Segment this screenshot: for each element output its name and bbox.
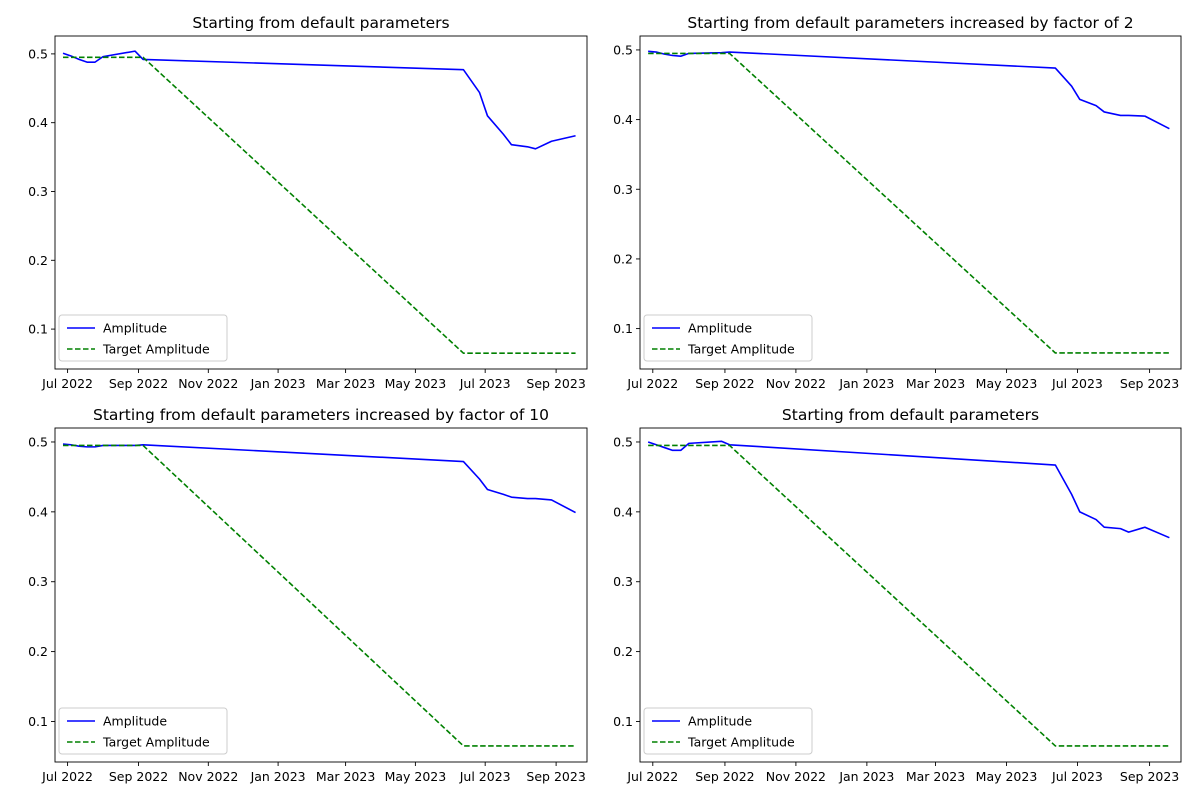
legend: Amplitude Target Amplitude <box>643 707 813 755</box>
x-tick-label: Sep 2022 <box>109 376 168 391</box>
y-tick-label: 0.3 <box>28 184 48 199</box>
axes-frame <box>54 427 588 763</box>
x-tick-label: May 2023 <box>385 376 447 391</box>
y-tick-label: 0.4 <box>613 504 633 519</box>
x-tick-label: Jul 2022 <box>626 376 678 391</box>
x-tick-label: Nov 2022 <box>766 769 826 784</box>
x-tick-label: Jul 2022 <box>41 376 93 391</box>
y-tick-label: 0.1 <box>613 321 633 336</box>
y-tick-label: 0.5 <box>28 434 48 449</box>
x-tick-label: Nov 2022 <box>178 769 238 784</box>
y-tick-label: 0.1 <box>28 322 48 337</box>
y-tick-label: 0.2 <box>613 251 633 266</box>
axes-frame <box>639 35 1182 370</box>
x-tick-label: Mar 2023 <box>906 769 965 784</box>
legend-box <box>643 707 813 755</box>
legend-box <box>58 707 228 755</box>
legend-entry-label: Amplitude <box>103 714 167 729</box>
x-tick-label: Sep 2023 <box>1120 769 1179 784</box>
x-tick-label: Jan 2023 <box>838 769 894 784</box>
chart-panel-1: Jul 2022 Sep 2022 Nov 2022 Jan 2023 Mar 2023… <box>28 14 588 391</box>
y-tick-label: 0.5 <box>613 434 633 449</box>
amplitude-line <box>647 440 1170 539</box>
legend: Amplitude Target Amplitude <box>643 314 813 362</box>
y-tick-label: 0.2 <box>28 253 48 268</box>
plot-area <box>55 428 587 762</box>
chart-title: Starting from default parameters <box>192 14 449 32</box>
x-tick-label: Mar 2023 <box>316 376 375 391</box>
x-tick-label: Jan 2023 <box>838 376 894 391</box>
x-tick-label: Sep 2022 <box>109 769 168 784</box>
x-tick-label: Sep 2022 <box>695 769 754 784</box>
legend-entry-label: Amplitude <box>103 321 167 336</box>
y-tick-label: 0.4 <box>613 112 633 127</box>
legend-entry-label: Target Amplitude <box>687 342 795 357</box>
y-tick-label: 0.4 <box>28 504 48 519</box>
amplitude-line <box>62 443 576 514</box>
x-tick-label: Jul 2023 <box>459 376 511 391</box>
x-tick-label: Jul 2023 <box>1051 376 1103 391</box>
chart-title: Starting from default parameters increas… <box>687 14 1133 32</box>
axes-frame <box>639 427 1182 763</box>
amplitude-line <box>648 50 1170 130</box>
y-tick-label: 0.2 <box>28 644 48 659</box>
legend-box <box>58 314 228 362</box>
x-tick-label: Sep 2023 <box>526 769 585 784</box>
x-tick-label: Nov 2022 <box>178 376 238 391</box>
x-tick-label: May 2023 <box>976 769 1038 784</box>
legend-entry-label: Amplitude <box>688 321 752 336</box>
chart-title: Starting from default parameters <box>782 406 1039 424</box>
x-tick-label: Sep 2022 <box>695 376 754 391</box>
plot-area <box>55 36 587 369</box>
x-tick-label: Jul 2022 <box>626 769 678 784</box>
chart-title: Starting from default parameters increas… <box>93 406 549 424</box>
y-tick-label: 0.1 <box>28 714 48 729</box>
plot-area <box>640 36 1181 369</box>
x-tick-label: May 2023 <box>976 376 1038 391</box>
legend-entry-label: Target Amplitude <box>102 342 210 357</box>
x-tick-label: Jul 2023 <box>1051 769 1103 784</box>
target-amplitude-line <box>648 444 1170 747</box>
chart-panel-3: Jul 2022 Sep 2022 Nov 2022 Jan 2023 Mar 2023… <box>28 406 588 784</box>
x-tick-label: Sep 2023 <box>1120 376 1179 391</box>
axes-frame <box>54 35 588 370</box>
legend-entry-label: Amplitude <box>688 714 752 729</box>
plot-area <box>640 428 1181 762</box>
target-amplitude-line <box>648 52 1170 354</box>
y-tick-label: 0.3 <box>613 574 633 589</box>
x-tick-label: Jul 2023 <box>459 769 511 784</box>
legend: Amplitude Target Amplitude <box>58 314 228 362</box>
y-tick-label: 0.5 <box>613 42 633 57</box>
y-tick-label: 0.3 <box>613 182 633 197</box>
x-tick-label: May 2023 <box>385 769 447 784</box>
legend-entry-label: Target Amplitude <box>687 735 795 750</box>
x-tick-label: Mar 2023 <box>906 376 965 391</box>
x-tick-label: Nov 2022 <box>766 376 826 391</box>
target-amplitude-line <box>63 56 576 354</box>
legend-entry-label: Target Amplitude <box>102 735 210 750</box>
legend: Amplitude Target Amplitude <box>58 707 228 755</box>
chart-panel-4: Jul 2022 Sep 2022 Nov 2022 Jan 2023 Mar 2023… <box>613 406 1182 784</box>
amplitude-line <box>62 50 576 150</box>
target-amplitude-line <box>63 444 576 747</box>
x-tick-label: Mar 2023 <box>316 769 375 784</box>
x-tick-label: Jan 2023 <box>250 769 306 784</box>
y-tick-label: 0.2 <box>613 644 633 659</box>
x-tick-label: Sep 2023 <box>526 376 585 391</box>
legend-box <box>643 314 813 362</box>
x-tick-label: Jul 2022 <box>41 769 93 784</box>
y-tick-label: 0.5 <box>28 46 48 61</box>
chart-panel-2: Jul 2022 Sep 2022 Nov 2022 Jan 2023 Mar 2023… <box>613 14 1182 391</box>
y-tick-label: 0.4 <box>28 115 48 130</box>
x-tick-label: Jan 2023 <box>250 376 306 391</box>
y-tick-label: 0.3 <box>28 574 48 589</box>
y-tick-label: 0.1 <box>613 714 633 729</box>
